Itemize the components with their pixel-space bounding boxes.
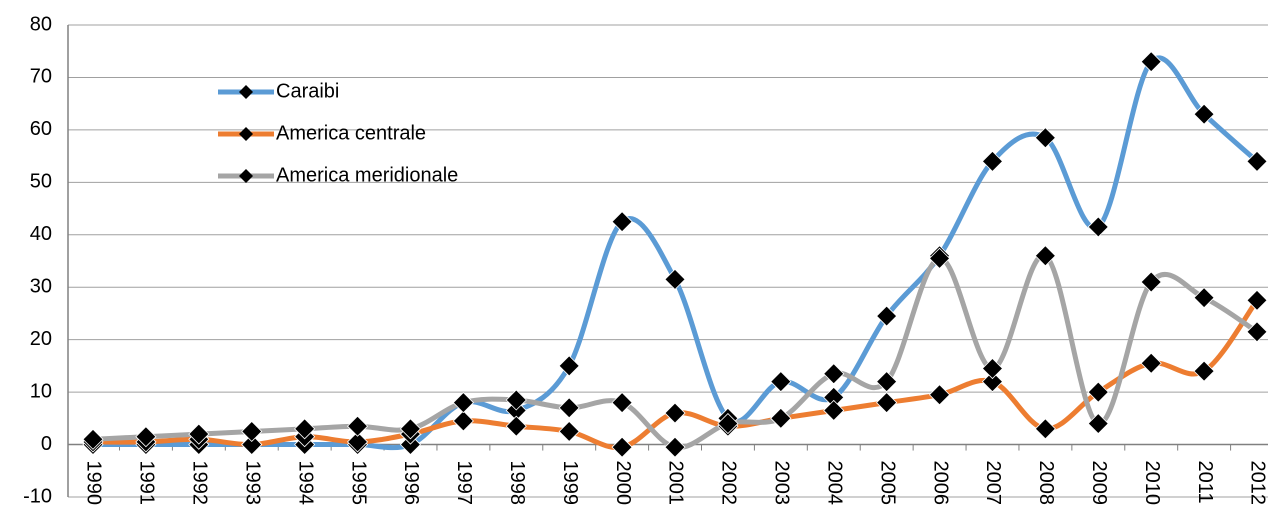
marker: [664, 436, 686, 458]
x-tick-label: 2002: [718, 461, 740, 506]
x-tick-label: 2007: [982, 461, 1004, 506]
marker: [1140, 352, 1162, 374]
x-tick-label: 2003: [771, 461, 793, 506]
legend-label: America meridionale: [276, 164, 458, 186]
legend-label: America centrale: [276, 122, 426, 144]
marker: [823, 363, 845, 385]
x-tick-label: 2010: [1141, 461, 1163, 506]
marker: [346, 431, 369, 453]
marker: [876, 305, 898, 327]
marker: [928, 384, 951, 406]
marker: [1087, 381, 1109, 403]
x-tick-label: 1997: [453, 461, 475, 506]
y-tick-label: 60: [30, 118, 52, 140]
x-tick-label: 1991: [136, 461, 158, 506]
series-line: [90, 55, 1260, 451]
y-tick-label: 0: [41, 433, 52, 455]
legend-marker: [239, 85, 253, 99]
marker: [1087, 216, 1109, 238]
x-tick-label: 2011: [1194, 461, 1216, 504]
marker: [981, 150, 1004, 172]
y-tick-label: 30: [30, 276, 52, 298]
x-tick-label: 2004: [823, 461, 845, 506]
y-tick-label: -10: [23, 485, 52, 507]
marker: [452, 410, 474, 432]
x-tick-label: 1996: [400, 461, 422, 506]
marker: [82, 428, 104, 450]
marker: [770, 371, 792, 393]
series-line: [90, 297, 1260, 451]
marker: [611, 211, 633, 233]
marker: [1087, 413, 1109, 435]
marker: [770, 407, 792, 429]
marker: [505, 415, 527, 437]
marker: [346, 415, 369, 437]
x-tick-label: 2009: [1088, 461, 1110, 506]
legend-marker: [239, 169, 253, 183]
x-tick-label: 1994: [294, 461, 316, 506]
x-tick-label: 2001: [665, 461, 687, 506]
x-tick-label: 1992: [189, 461, 211, 506]
marker: [1193, 360, 1215, 382]
marker: [1246, 150, 1268, 172]
legend-label: Caraibi: [276, 80, 339, 102]
x-tick-label: 2005: [876, 461, 898, 506]
marker: [1140, 271, 1162, 293]
y-tick-label: 50: [30, 171, 52, 193]
x-tick-label: 2000: [612, 461, 634, 506]
marker: [1034, 418, 1056, 440]
marker: [135, 426, 157, 448]
marker: [876, 371, 898, 393]
marker: [1246, 289, 1268, 311]
legend-marker: [239, 127, 253, 141]
marker: [611, 436, 633, 458]
marker: [399, 418, 422, 440]
x-tick-label: 1999: [559, 461, 581, 506]
marker: [1140, 51, 1162, 73]
marker: [611, 392, 633, 414]
x-tick-label: 2012: [1247, 461, 1269, 506]
marker: [1193, 103, 1215, 125]
y-tick-label: 20: [30, 328, 52, 350]
x-tick-label: 1995: [347, 461, 369, 506]
marker: [241, 420, 263, 443]
x-tick-label: 1993: [241, 461, 263, 506]
marker: [876, 392, 898, 414]
marker: [928, 247, 951, 269]
marker: [981, 371, 1004, 393]
marker: [664, 402, 686, 424]
marker: [664, 268, 686, 290]
y-tick-label: 70: [30, 66, 52, 88]
marker: [558, 397, 580, 419]
x-tick-label: 2006: [929, 461, 951, 506]
marker: [717, 413, 739, 435]
marker: [1193, 287, 1215, 309]
x-tick-label: 2008: [1035, 461, 1057, 506]
marker: [505, 389, 527, 411]
marker: [452, 392, 474, 414]
marker: [981, 357, 1004, 380]
y-tick-label: 80: [30, 13, 52, 35]
marker: [558, 420, 580, 443]
x-tick-label: 1990: [83, 461, 105, 506]
y-tick-label: 40: [30, 223, 52, 245]
marker: [294, 418, 316, 440]
marker: [188, 423, 210, 445]
marker: [241, 433, 263, 456]
x-tick-label: 1998: [506, 461, 528, 506]
y-tick-label: 10: [30, 380, 52, 402]
marker: [558, 355, 580, 377]
marker: [1034, 245, 1056, 267]
marker: [823, 399, 845, 422]
marker: [1246, 321, 1268, 343]
marker: [1034, 127, 1056, 149]
